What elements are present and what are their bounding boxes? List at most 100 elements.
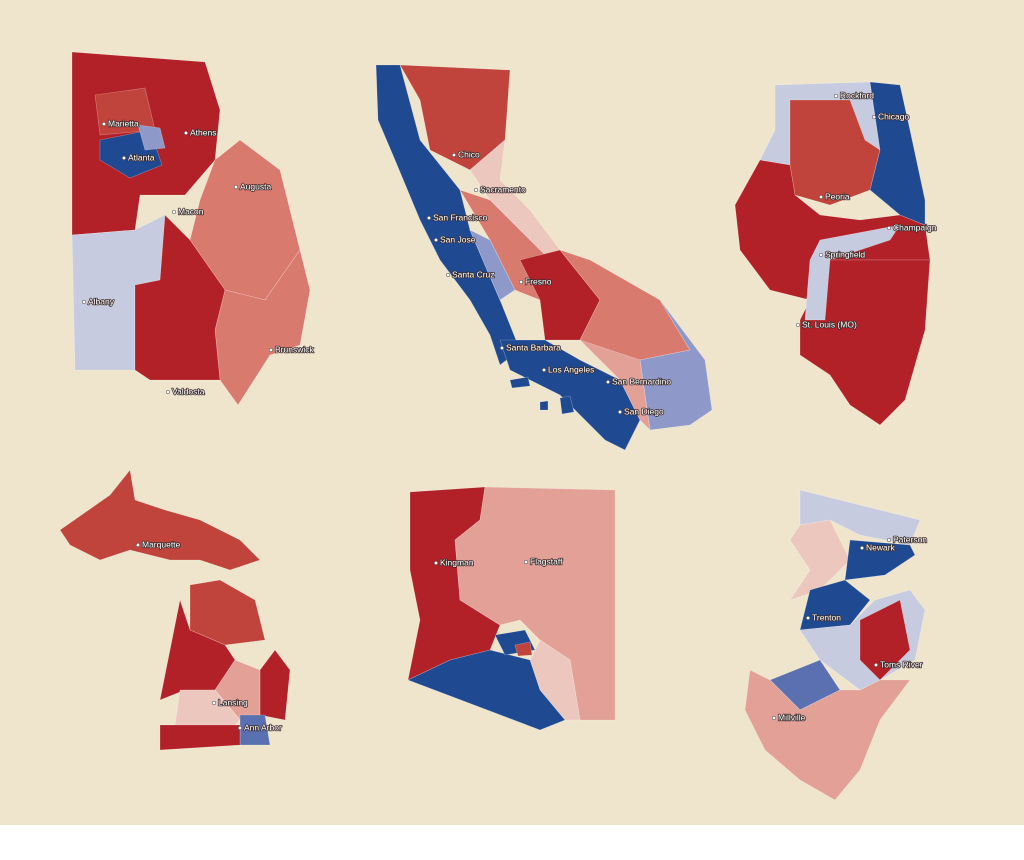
city-label: San Jose [440,234,476,244]
map-panel: Marietta Athens Atlanta Augusta Macon Albany V… [0,0,1024,825]
district [499,339,641,451]
city-label: San Bernardino [612,376,671,386]
city-label: Santa Cruz [452,269,495,279]
city-dot [499,345,505,351]
district [799,579,871,631]
state-map: Kingman Flagstaff [407,486,616,731]
city-dot [237,725,243,731]
city-dot [268,347,274,353]
city-label: Ann Arbor [244,722,282,732]
city-label: San Francisco [433,212,488,222]
city-dot [165,389,171,395]
city-label: Athens [190,127,216,137]
city-dot [233,184,239,190]
city-label: Trenton [812,612,841,622]
state-map: Chico Sacramento San Francisco San Jose Sant… [375,64,713,451]
city-label: Augusta [240,181,271,191]
city-label: Atlanta [128,152,155,162]
city-dot [771,715,777,721]
city-dot [833,93,839,99]
state-map: Rockford Chicago Peoria Champaign Springfiel… [734,81,938,426]
district [804,224,901,321]
district [134,214,226,381]
city-dot [859,545,865,551]
city-label: Macon [178,206,204,216]
city-dot [818,194,824,200]
city-dot [171,209,177,215]
city-dot [433,237,439,243]
city-label: Albany [88,296,115,306]
city-dot [433,560,439,566]
state-maps: Marietta Athens Atlanta Augusta Macon Albany V… [59,51,938,801]
city-label: Flagstaff [530,556,563,566]
city-dot [605,379,611,385]
city-label: Kingman [440,557,474,567]
city-dot [805,615,811,621]
city-label: Brunswick [275,344,314,354]
city-dot [871,114,877,120]
district [539,400,549,411]
city-label: St. Louis (MO) [802,319,857,329]
city-label: San Diego [624,406,664,416]
district [454,486,616,721]
district [375,64,521,366]
city-label: Newark [866,542,896,552]
district [59,469,261,571]
city-dot [886,225,892,231]
city-label: Marietta [108,118,139,128]
city-dot [426,215,432,221]
district [579,339,651,431]
city-label: Chicago [878,111,909,121]
city-dot [886,537,892,543]
district [469,229,516,301]
city-label: Los Angeles [548,364,594,374]
district [799,259,931,426]
city-dot [518,279,524,285]
city-label: Sacramento [480,184,526,194]
city-dot [473,187,479,193]
district [639,299,713,431]
city-dot [523,559,529,565]
city-dot [183,130,189,136]
city-label: Marquette [142,539,181,549]
city-label: Rockford [840,90,874,100]
district [859,599,911,681]
city-dot [795,322,801,328]
district [559,395,575,415]
city-dot [818,252,824,258]
city-dot [211,700,217,706]
city-label: Santa Barbara [506,342,561,352]
city-label: Fresno [525,276,552,286]
district [744,669,911,801]
city-label: Valdosta [172,386,205,396]
city-dot [101,121,107,127]
state-map: Marietta Athens Atlanta Augusta Macon Albany V… [71,51,315,406]
district [509,376,531,389]
city-dot [873,662,879,668]
city-dot [451,152,457,158]
city-label: Lansing [218,697,248,707]
district [514,641,533,657]
district [844,539,916,581]
district [789,519,851,601]
city-label: Springfield [825,249,865,259]
city-label: Millville [778,712,806,722]
city-label: Toms River [880,659,923,669]
district [407,649,566,731]
city-dot [445,272,451,278]
district [159,724,241,751]
district [137,124,166,151]
city-label: Paterson [893,534,927,544]
city-label: Chico [458,149,480,159]
city-dot [541,367,547,373]
city-dot [81,299,87,305]
district [259,649,291,721]
city-dot [617,409,623,415]
city-dot [121,155,127,161]
city-dot [135,542,141,548]
district [869,81,926,226]
city-label: Peoria [825,191,850,201]
state-map: Marquette Lansing Ann Arbor [59,469,291,751]
